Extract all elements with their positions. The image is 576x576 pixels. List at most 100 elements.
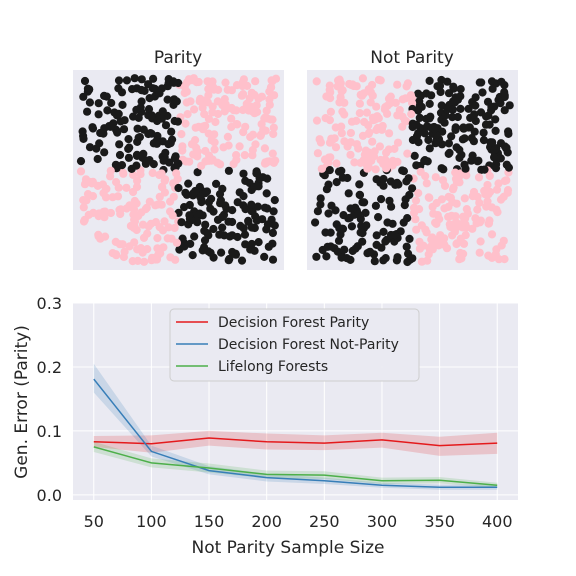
pink-point — [183, 110, 192, 119]
black-point — [427, 91, 436, 100]
black-point — [385, 196, 394, 205]
pink-point — [332, 159, 341, 168]
black-point — [83, 107, 92, 116]
not-parity-title: Not Parity — [370, 48, 454, 68]
black-point — [451, 125, 460, 134]
black-point — [420, 156, 429, 166]
parity-title: Parity — [154, 48, 202, 68]
black-point — [159, 156, 168, 165]
pink-point — [356, 158, 365, 167]
pink-point — [130, 238, 139, 247]
black-point — [263, 220, 272, 229]
pink-point — [355, 109, 364, 118]
black-point — [416, 91, 425, 100]
black-point — [172, 97, 181, 106]
black-point — [344, 189, 353, 198]
black-point — [85, 85, 94, 94]
pink-point — [256, 130, 266, 139]
black-point — [414, 138, 423, 147]
pink-point — [122, 183, 131, 192]
pink-point — [340, 137, 349, 146]
black-point — [201, 220, 210, 229]
pink-point — [163, 234, 172, 243]
x-tick-label: 250 — [309, 512, 340, 531]
pink-point — [358, 74, 367, 83]
pink-point — [251, 77, 260, 86]
black-point — [342, 254, 351, 263]
pink-point — [203, 98, 212, 107]
black-point — [415, 113, 424, 122]
black-point — [206, 248, 215, 257]
black-point — [239, 169, 248, 178]
black-point — [260, 203, 270, 212]
pink-point — [352, 116, 361, 125]
pink-point — [248, 130, 258, 139]
black-point — [193, 168, 202, 177]
black-point — [377, 195, 386, 204]
black-point — [79, 92, 88, 101]
legend: Decision Forest Parity Decision Forest N… — [169, 308, 420, 382]
pink-point — [384, 145, 393, 154]
black-point — [504, 163, 513, 172]
not-parity-panel: Not Parity — [307, 48, 518, 270]
black-point — [137, 85, 146, 95]
black-point — [250, 246, 259, 255]
pink-point — [160, 217, 169, 226]
pink-point — [114, 183, 123, 192]
pink-point — [362, 108, 371, 117]
black-point — [453, 112, 462, 122]
black-point — [448, 105, 457, 114]
black-point — [195, 209, 204, 218]
pink-point — [375, 142, 384, 151]
pink-point — [492, 185, 502, 194]
pink-point — [229, 106, 238, 115]
pink-point — [422, 179, 431, 188]
black-point — [358, 198, 367, 207]
black-point — [435, 81, 445, 90]
pink-point — [447, 211, 456, 220]
black-point — [78, 127, 87, 136]
black-point — [478, 88, 487, 97]
black-point — [85, 143, 95, 152]
black-point — [127, 164, 136, 173]
pink-point — [111, 250, 120, 259]
black-point — [152, 137, 161, 146]
black-point — [260, 252, 269, 261]
black-point — [404, 174, 413, 183]
y-tick-label: 0.1 — [37, 422, 62, 441]
pink-point — [346, 150, 355, 159]
legend-label-df-not-parity: Decision Forest Not-Parity — [218, 337, 399, 353]
pink-point — [438, 176, 448, 185]
black-point — [167, 127, 176, 136]
pink-point — [187, 76, 197, 85]
pink-point — [189, 150, 198, 159]
pink-point — [213, 97, 222, 106]
pink-point — [412, 225, 421, 234]
pink-point — [417, 221, 426, 230]
black-point — [400, 201, 409, 210]
pink-point — [216, 160, 225, 169]
black-point — [200, 236, 210, 245]
black-point — [153, 116, 162, 126]
pink-point — [198, 103, 207, 112]
black-point — [471, 101, 480, 110]
pink-point — [377, 125, 386, 134]
black-point — [224, 217, 233, 226]
pink-point — [168, 211, 177, 220]
pink-point — [76, 167, 86, 176]
black-point — [444, 139, 453, 148]
black-point — [377, 243, 386, 252]
black-point — [346, 204, 355, 213]
black-point — [405, 190, 414, 200]
black-point — [405, 234, 414, 243]
black-point — [459, 123, 468, 132]
black-point — [270, 196, 279, 205]
black-point — [228, 247, 237, 257]
pink-point — [169, 192, 178, 201]
black-point — [147, 129, 156, 138]
pink-point — [119, 252, 128, 262]
pink-point — [474, 173, 484, 182]
black-point — [125, 143, 134, 152]
black-point — [252, 216, 261, 225]
black-point — [216, 199, 225, 208]
